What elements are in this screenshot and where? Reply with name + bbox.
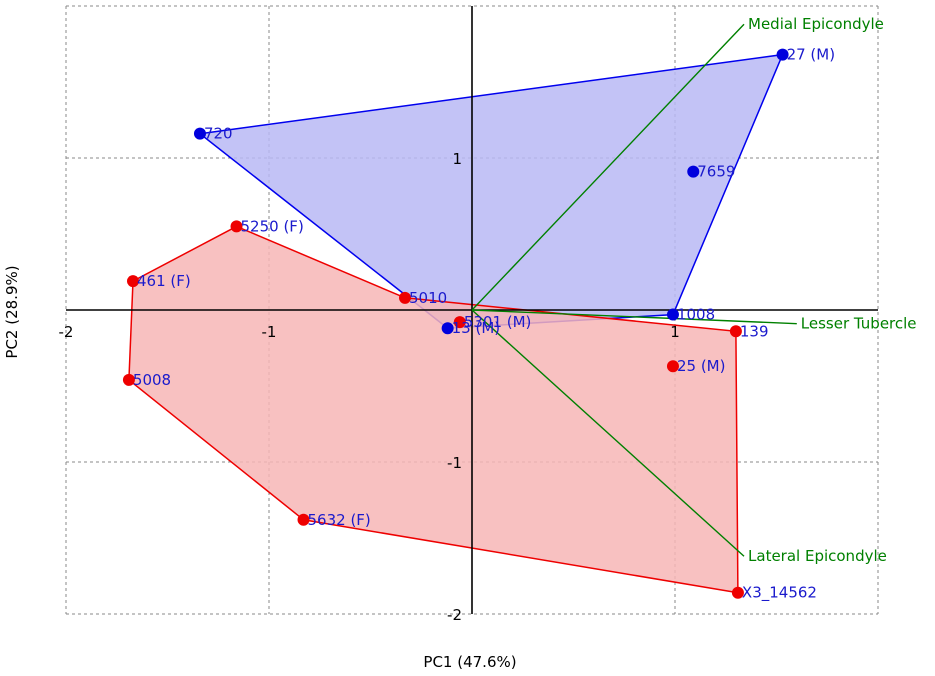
point-label: 13 (M): [452, 319, 501, 337]
data-point: [666, 360, 679, 373]
y-tick-label: -2: [447, 606, 462, 624]
data-point: [441, 322, 454, 335]
point-label: 25 (M): [677, 357, 726, 375]
loading-vector: [471, 309, 745, 557]
point-label: 5301 (M): [464, 313, 532, 331]
tick-labels: -2 -1 1 1 -1 -2: [59, 150, 680, 624]
loading-label: Medial Epicondyle: [748, 15, 884, 33]
group-hulls: [128, 53, 784, 594]
point-label: 1008: [677, 306, 715, 324]
red-hull: [128, 225, 739, 594]
y-tick-label: -1: [447, 454, 462, 472]
loading-vectors: [471, 23, 797, 557]
point-labels: Medial Epicondyle Lesser Tubercle Lateral …: [133, 15, 917, 602]
x-tick-label: 1: [670, 323, 680, 341]
data-point: [729, 325, 742, 338]
loading-label: Lesser Tubercle: [801, 315, 917, 333]
point-label: 27 (M): [787, 46, 836, 64]
point-label: 7659: [697, 163, 735, 181]
loading-label: Lateral Epicondyle: [748, 547, 887, 565]
point-label: 5250 (F): [241, 217, 304, 235]
data-point: [193, 127, 206, 140]
data-point: [122, 373, 135, 386]
point-label: 720: [204, 125, 233, 143]
point-label: 139: [740, 322, 769, 340]
point-label: 5008: [133, 371, 171, 389]
loading-vector: [471, 23, 745, 311]
loading-vector: [471, 309, 797, 325]
data-point: [453, 316, 466, 329]
data-point: [126, 275, 139, 288]
data-point: [731, 586, 744, 599]
point-label: X3_14562: [742, 584, 817, 603]
point-label: 5632 (F): [308, 511, 371, 529]
x-tick-label: -2: [59, 323, 74, 341]
x-tick-label: -1: [262, 323, 277, 341]
data-point: [399, 291, 412, 304]
y-tick-label: 1: [452, 150, 462, 168]
data-point: [230, 220, 243, 233]
y-axis-title: PC2 (28.9%): [3, 265, 21, 358]
data-point: [297, 513, 310, 526]
point-label: 461 (F): [137, 272, 191, 290]
data-point: [776, 48, 789, 61]
data-points: [122, 48, 789, 599]
x-axis-title: PC1 (47.6%): [423, 653, 516, 671]
data-point: [666, 308, 679, 321]
point-label: 5010: [409, 289, 447, 307]
data-point: [687, 165, 700, 178]
